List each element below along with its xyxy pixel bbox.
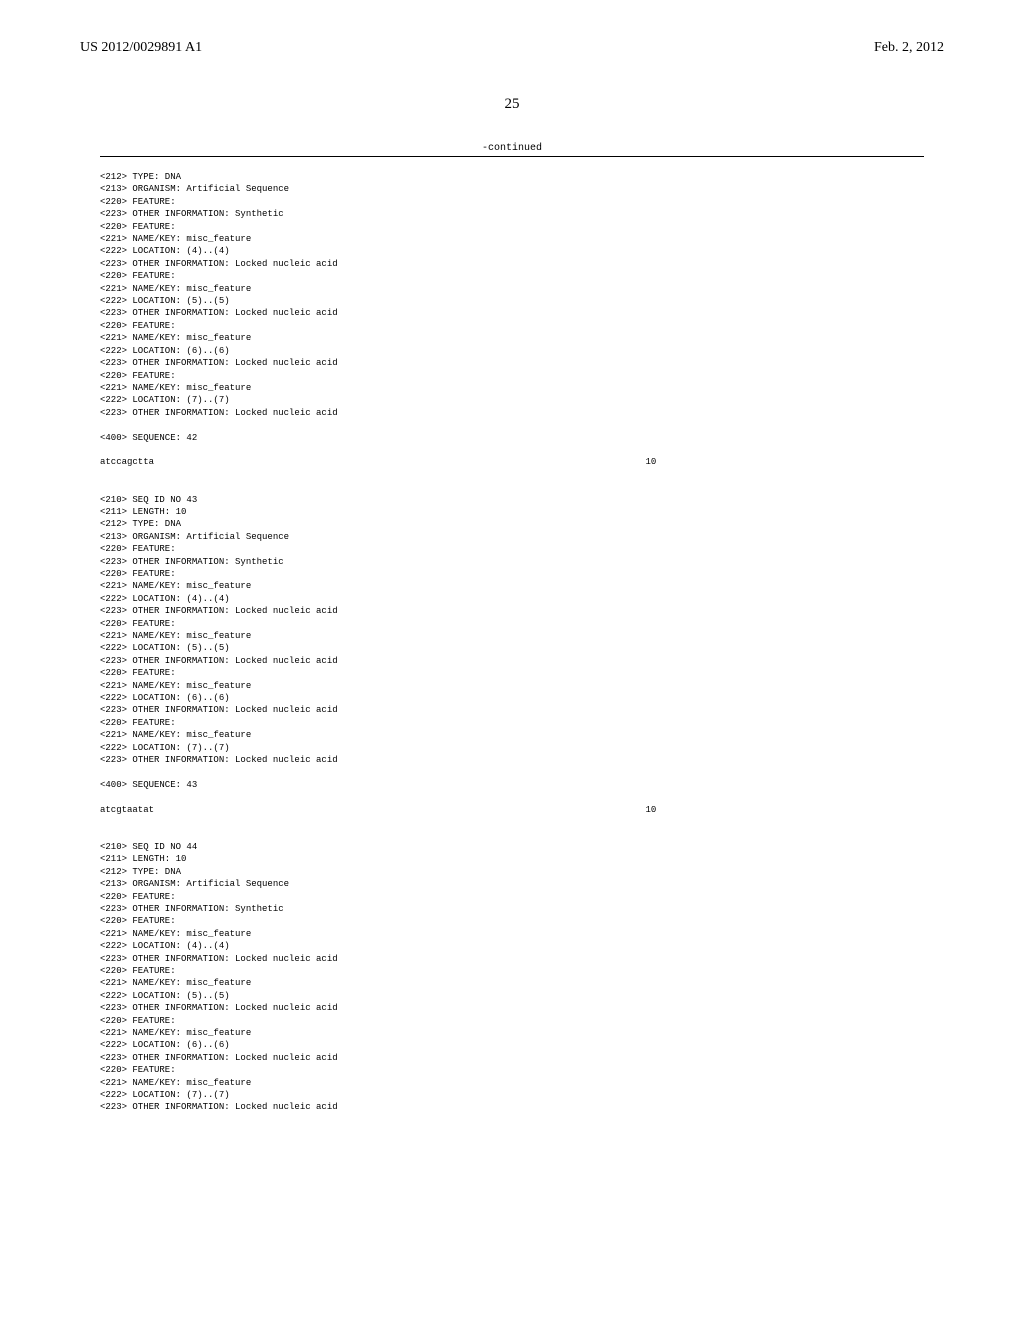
page-number: 25	[80, 96, 944, 113]
horizontal-rule	[100, 156, 924, 157]
publication-date: Feb. 2, 2012	[874, 40, 944, 56]
page-header: US 2012/0029891 A1 Feb. 2, 2012	[80, 40, 944, 56]
top-rule-container	[100, 156, 924, 157]
sequence-listing: <212> TYPE: DNA <213> ORGANISM: Artifici…	[100, 171, 944, 1114]
continued-label: -continued	[80, 143, 944, 154]
application-number: US 2012/0029891 A1	[80, 40, 202, 56]
